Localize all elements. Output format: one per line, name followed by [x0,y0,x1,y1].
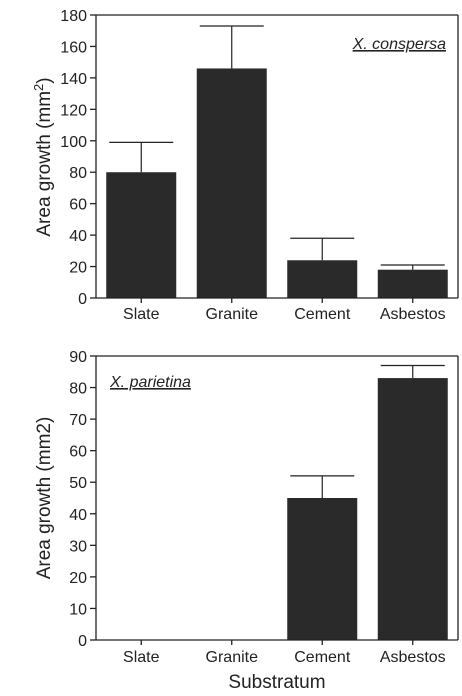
y-tick-label: 60 [69,197,87,214]
bar-cement [287,498,358,640]
y-tick-label: 0 [78,633,87,650]
bars-group [287,378,448,640]
bar-slate [106,172,177,298]
y-tick-label: 40 [69,228,87,245]
bar-asbestos [377,378,448,640]
error-bars-group [109,25,445,270]
y-axis-title: Area growth (mm2) [31,77,56,236]
bars-group [106,68,448,298]
x-tick-label-granite: Granite [206,306,259,323]
chart-panel-parietina: 0 10 20 30 40 50 60 70 80 90 Slate Granite Cement As… [34,349,459,693]
y-tick-label: 70 [69,412,87,429]
x-tick-label-granite: Granite [206,649,259,666]
x-ticks-group: Slate Granite Cement Asbestos [123,640,446,666]
y-tick-label: 180 [60,8,87,25]
x-tick-label-cement: Cement [294,649,351,666]
species-annotation: X. parietina [109,374,191,391]
x-tick-label-asbestos: Asbestos [380,306,446,323]
chart-panel-conspersa: 0 20 40 60 80 100 120 140 160 180 Slate Granite Cem… [31,8,459,323]
y-tick-label: 20 [69,570,87,587]
y-tick-label: 20 [69,260,87,277]
y-tick-label: 30 [69,538,87,555]
y-tick-label: 10 [69,601,87,618]
x-axis-title: Substratum [228,672,325,693]
x-tick-label-slate: Slate [123,649,160,666]
x-ticks-group: Slate Granite Cement Asbestos [123,298,446,323]
y-ticks-group: 0 10 20 30 40 50 60 70 80 90 [69,349,96,650]
x-tick-label-slate: Slate [123,306,160,323]
x-tick-label-asbestos: Asbestos [380,649,446,666]
y-tick-label: 40 [69,507,87,524]
bar-granite [196,68,267,298]
y-tick-label: 160 [60,39,87,56]
y-tick-label: 120 [60,102,87,119]
y-axis-title: Area growth (mm2) [34,417,55,580]
y-tick-label: 80 [69,165,87,182]
y-tick-label: 60 [69,444,87,461]
species-annotation: X. conspersa [352,36,446,53]
y-tick-label: 100 [60,134,87,151]
x-tick-label-cement: Cement [294,306,351,323]
y-tick-label: 90 [69,349,87,366]
y-tick-label: 0 [78,291,87,308]
y-tick-label: 140 [60,71,87,88]
y-ticks-group: 0 20 40 60 80 100 120 140 160 180 [60,8,96,308]
bar-cement [287,260,358,298]
error-bars-group [290,364,445,498]
bar-asbestos [377,269,448,298]
y-tick-label: 50 [69,475,87,492]
y-tick-label: 80 [69,381,87,398]
